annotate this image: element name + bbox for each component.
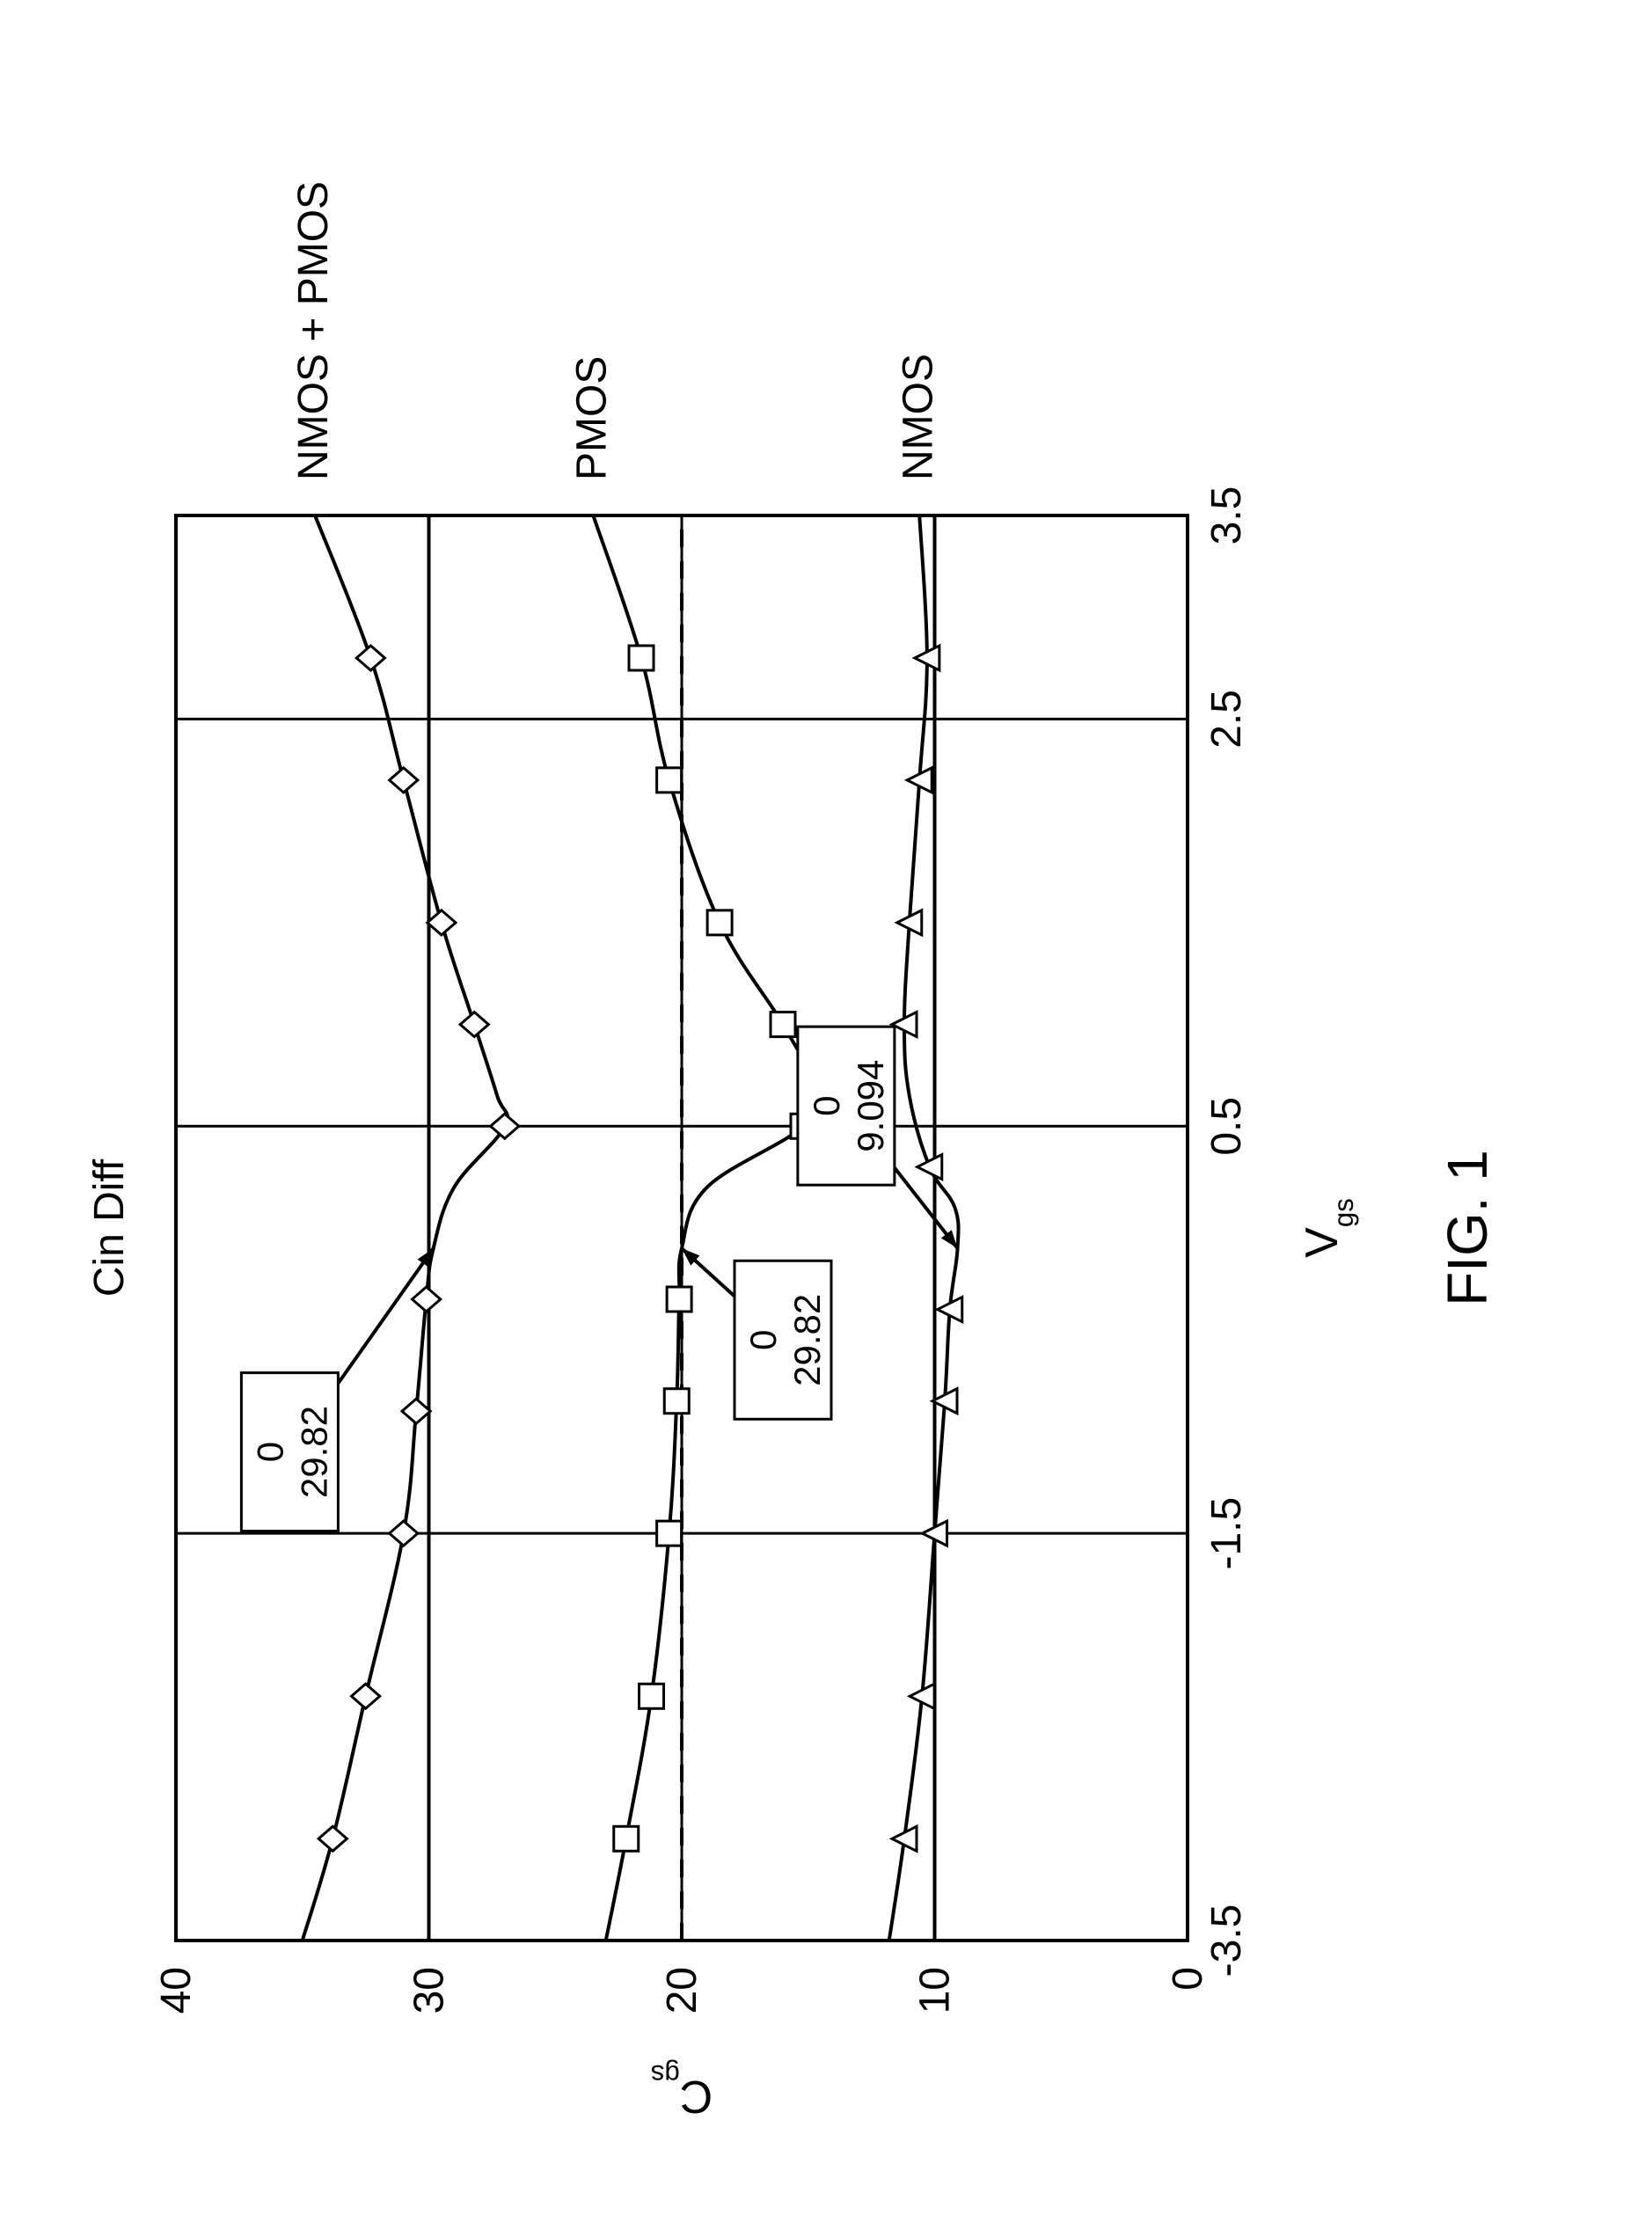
- x-tick-label: 2.5: [1203, 690, 1250, 749]
- square-marker-icon: [629, 646, 654, 670]
- y-axis-label: Cgs: [651, 2060, 713, 2123]
- callout-text-bottom: 29.82: [786, 1294, 828, 1386]
- callout-text-bottom: 29.82: [293, 1406, 334, 1498]
- callout-text-top: 0: [249, 1442, 290, 1462]
- callout-text-top: 0: [742, 1330, 784, 1350]
- series-label-nmos+pmos: NMOS + PMOS: [290, 181, 337, 480]
- y-tick-label: 40: [153, 1967, 200, 2014]
- square-marker-icon: [640, 1684, 664, 1708]
- y-tick-label: 10: [912, 1967, 959, 2014]
- x-tick-label: -1.5: [1203, 1497, 1250, 1570]
- chart-title: Cin Diff: [86, 1159, 133, 1297]
- figure-label: FIG. 1: [1436, 1150, 1499, 1306]
- x-tick-label: -3.5: [1203, 1904, 1250, 1977]
- square-marker-icon: [657, 768, 682, 793]
- square-marker-icon: [614, 1826, 639, 1851]
- y-tick-label: 0: [1165, 1967, 1211, 1991]
- x-tick-label: 3.5: [1203, 486, 1250, 545]
- square-marker-icon: [771, 1012, 795, 1037]
- callout-text-top: 0: [806, 1095, 847, 1115]
- y-tick-label: 20: [659, 1967, 705, 2014]
- callout-text-bottom: 9.094: [850, 1060, 891, 1152]
- x-tick-label: 0.5: [1203, 1097, 1250, 1156]
- series-label-nmos: NMOS: [895, 354, 941, 480]
- square-marker-icon: [667, 1287, 691, 1312]
- square-marker-icon: [707, 910, 732, 935]
- square-marker-icon: [657, 1521, 682, 1546]
- square-marker-icon: [664, 1389, 689, 1414]
- cin-diff-chart: -3.5 -1.5 0.5 2.5 3.5 0 10 20 30 40 Cgs Vgs Cin Diff…: [0, 0, 1652, 2222]
- series-label-pmos: PMOS: [568, 356, 615, 480]
- y-tick-label: 30: [406, 1967, 453, 2014]
- x-axis-label: Vgs: [1297, 1198, 1359, 1258]
